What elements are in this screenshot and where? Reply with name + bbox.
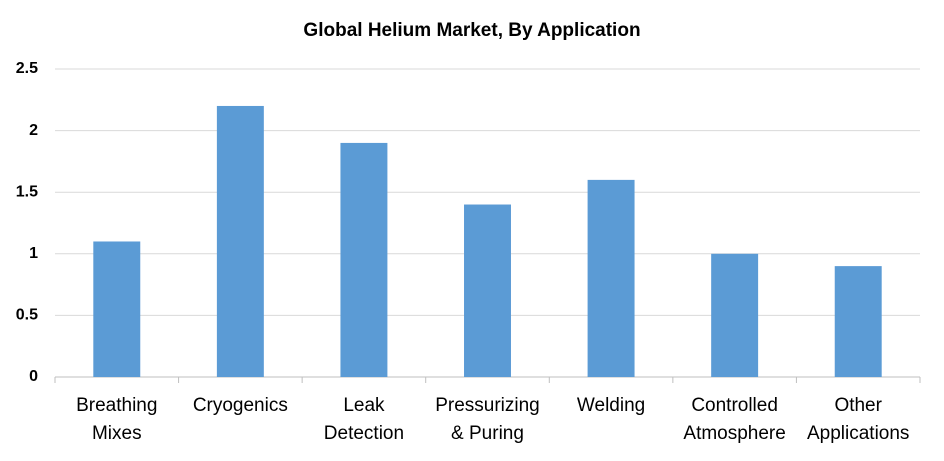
x-tick-label: Welding: [576, 395, 646, 416]
chart-title: Global Helium Market, By Application: [303, 20, 640, 41]
bar: [340, 142, 388, 377]
x-tick-label: Other Applications: [806, 395, 910, 444]
bar: [587, 179, 635, 377]
y-tick-label: 2.5: [16, 60, 38, 77]
x-tick-label: Breathing Mixes: [76, 395, 158, 444]
x-tick-label: Leak Detection: [323, 395, 405, 444]
x-tick-label: Pressurizing & Puring: [435, 395, 540, 444]
bar: [216, 105, 264, 378]
bar: [834, 266, 882, 377]
y-tick-label: 0: [29, 368, 38, 385]
y-tick-label: 0.5: [16, 307, 38, 324]
bar: [711, 253, 759, 377]
y-tick-label: 1: [29, 245, 38, 262]
bar: [464, 204, 511, 377]
bar: [93, 241, 141, 377]
x-tick-label: Cryogenics: [192, 395, 288, 416]
y-tick-label: 2: [29, 122, 38, 139]
y-tick-label: 1.5: [16, 183, 38, 200]
x-tick-label: Controlled Atmosphere: [683, 395, 786, 444]
